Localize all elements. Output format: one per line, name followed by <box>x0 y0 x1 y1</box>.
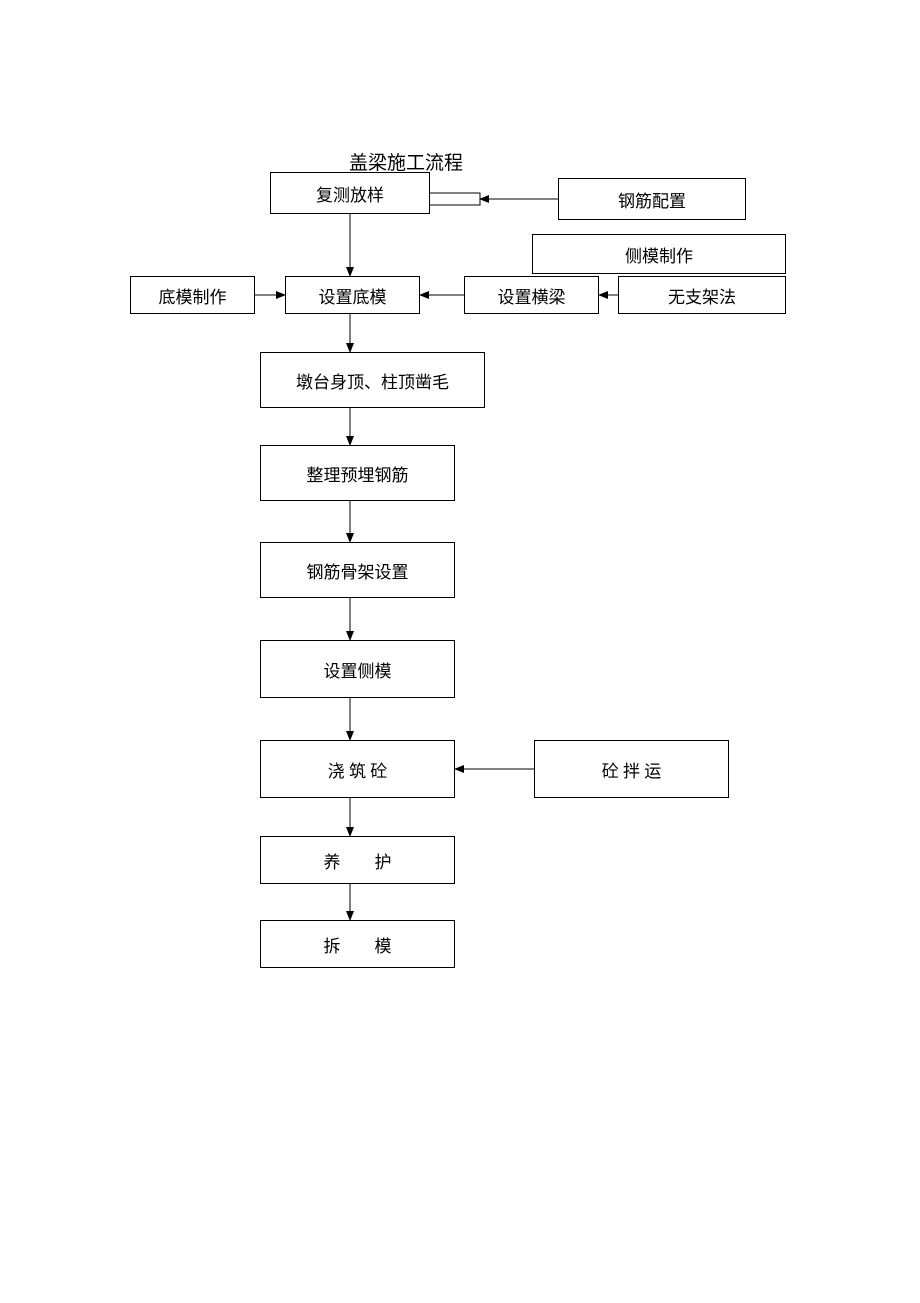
node-arrange-rebar: 整理预埋钢筋 <box>260 445 455 501</box>
node-set-crossbeam: 设置横梁 <box>464 276 599 314</box>
node-side-form-make: 侧模制作 <box>532 234 786 274</box>
node-rebar-config: 钢筋配置 <box>558 178 746 220</box>
node-roughen: 墩台身顶、柱顶凿毛 <box>260 352 485 408</box>
node-no-support: 无支架法 <box>618 276 786 314</box>
node-pour-concrete: 浇 筑 砼 <box>260 740 455 798</box>
node-cure: 养 护 <box>260 836 455 884</box>
node-set-side-form: 设置侧模 <box>260 640 455 698</box>
node-set-bottom-form: 设置底模 <box>285 276 420 314</box>
node-rebar-frame: 钢筋骨架设置 <box>260 542 455 598</box>
node-concrete-mix: 砼 拌 运 <box>534 740 729 798</box>
node-bottom-form-make: 底模制作 <box>130 276 255 314</box>
flowchart-arrows <box>0 0 920 1303</box>
node-survey: 复测放样 <box>270 172 430 214</box>
node-remove-form: 拆 模 <box>260 920 455 968</box>
diagram-title: 盖梁施工流程 <box>336 148 476 172</box>
